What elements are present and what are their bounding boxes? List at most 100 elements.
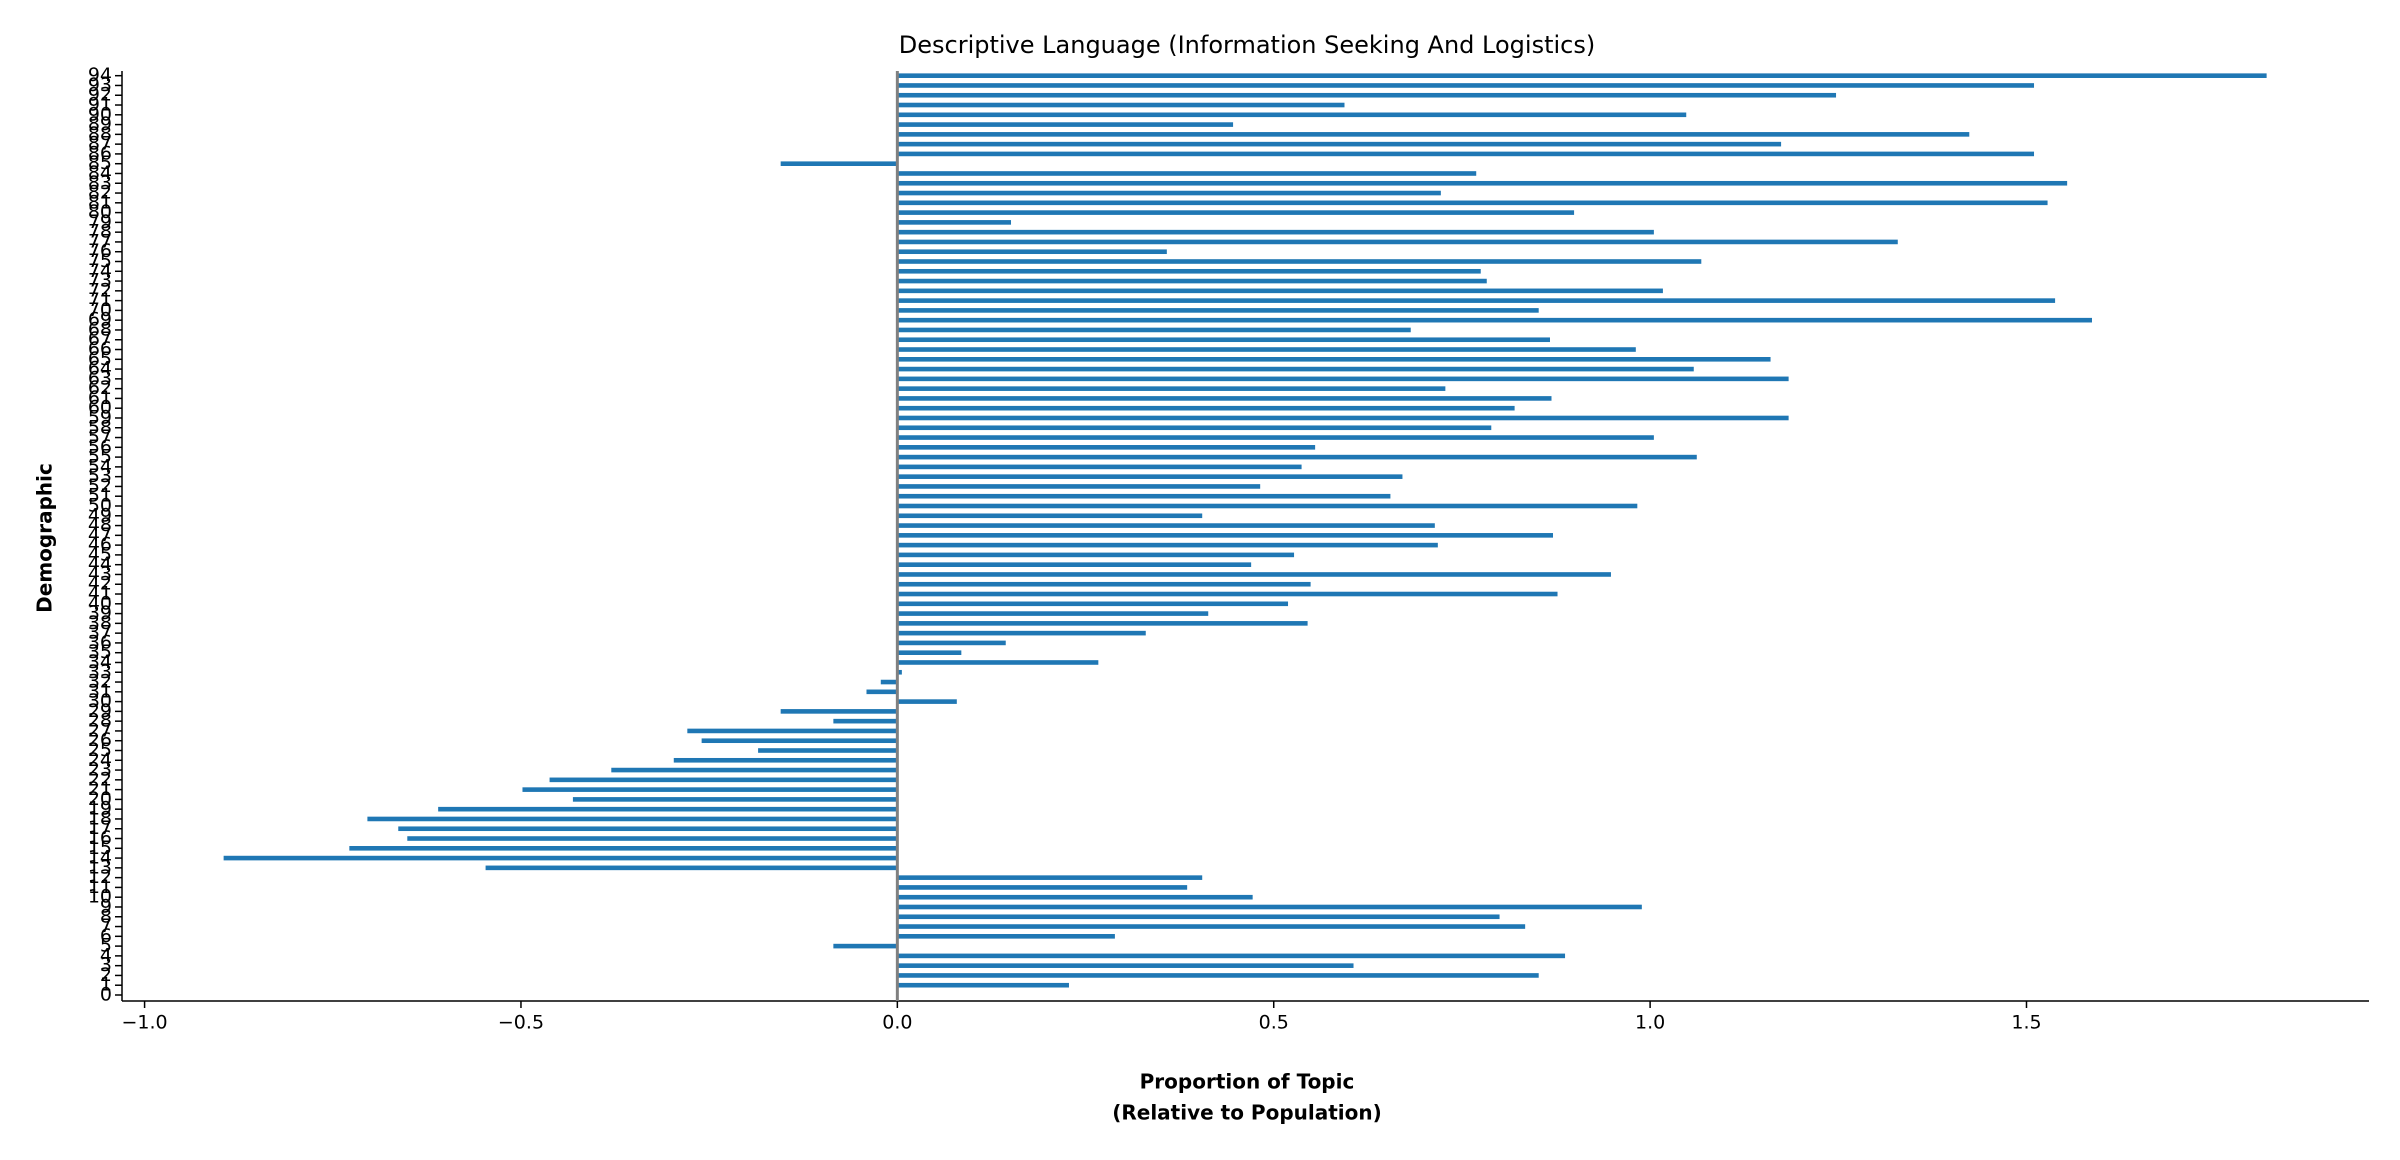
y-tick-label: 64 [88,358,112,380]
y-tick-label: 94 [88,64,112,86]
bar [897,337,1550,343]
y-tick-label: 76 [88,240,112,262]
bar [897,141,1782,147]
y-tick-label: 58 [88,416,112,438]
bar [880,679,898,685]
y-tick-label: 10 [88,886,112,908]
y-tick-label: 63 [88,367,112,389]
bar [897,288,1663,294]
x-tick-label: 1.0 [1635,1012,1665,1034]
bar [897,640,1006,646]
bar [897,611,1209,616]
y-tick-label: 71 [88,289,112,311]
y-tick-label: 23 [88,759,112,781]
bar [897,151,2035,157]
bar [897,259,1702,264]
bar [897,973,1539,978]
y-tick-label: 7 [100,915,112,937]
y-tick-label: 57 [88,426,112,448]
bar [897,317,2092,323]
y-tick-label: 69 [88,309,112,331]
y-tick-label: 31 [88,680,112,702]
bar [897,102,1345,108]
y-tick-label: 18 [88,807,112,829]
bar [897,366,1694,372]
y-tick-label: 25 [88,739,112,761]
y-tick-label: 16 [88,827,112,849]
bar [897,454,1697,460]
y-tick-label: 62 [88,377,112,399]
y-tick-label: 29 [88,700,112,722]
bar [897,552,1295,558]
bar [897,200,2048,206]
y-tick-label: 27 [88,719,112,741]
y-tick-label: 68 [88,318,112,340]
y-tick-label: 43 [88,563,112,585]
y-tick-label: 41 [88,583,112,605]
bar [897,503,1638,509]
bar [897,963,1354,968]
bar [897,298,2056,303]
bar [897,308,1539,313]
y-tick-label: 39 [88,602,112,624]
bar [897,914,1500,920]
y-tick-label: 6 [100,925,112,947]
bar [897,982,1069,988]
y-tick-label: 22 [88,768,112,790]
y-tick-label: 49 [88,504,112,526]
y-tick-label: 48 [88,514,112,536]
y-tick-label: 56 [88,436,112,458]
y-tick-label: 12 [88,866,112,888]
bar [673,757,898,763]
y-tick-label: 79 [88,211,112,233]
y-tick-label: 46 [88,534,112,556]
chart-title: Descriptive Language (Information Seekin… [899,31,1595,59]
y-tick-label: 55 [88,446,112,468]
y-tick-label: 11 [88,876,112,898]
bar [833,718,898,724]
bar [897,435,1654,440]
bar [897,357,1771,362]
bar [897,924,1526,929]
y-tick-label: 87 [88,133,112,155]
y-tick-label: 36 [88,631,112,653]
bar [687,728,898,734]
y-tick-label: 38 [88,612,112,634]
bar [897,132,1970,137]
bar [897,464,1302,470]
bar [897,327,1411,333]
y-tick-label: 85 [88,152,112,174]
bar [522,787,898,792]
bar [897,180,2068,186]
bar [549,777,898,783]
y-tick-label: 37 [88,622,112,644]
bar [367,816,898,822]
bar [897,190,1441,196]
y-tick-label: 53 [88,465,112,487]
bar [897,533,1554,538]
bar [897,904,1642,910]
bar [897,660,1099,665]
x-tick-label: 0.5 [1259,1012,1289,1034]
y-tick-label: 74 [88,260,112,282]
bar [398,826,898,832]
y-tick-label: 89 [88,113,112,135]
y-tick-label: 78 [88,221,112,243]
bar [897,210,1575,215]
y-tick-label: 88 [88,123,112,145]
bar [897,73,2267,78]
bar [897,220,1012,225]
y-tick-label: 83 [88,172,112,194]
bar [897,699,957,704]
bar [897,405,1515,411]
bar [897,278,1487,284]
bar [780,161,898,166]
bar [897,83,2035,88]
bar [897,601,1289,607]
y-tick-label: 45 [88,543,112,565]
bar [897,425,1492,431]
y-tick-label: 54 [88,455,112,477]
y-tick-label: 15 [88,837,112,859]
y-tick-label: 9 [100,895,112,917]
y-tick-label: 84 [88,162,112,184]
